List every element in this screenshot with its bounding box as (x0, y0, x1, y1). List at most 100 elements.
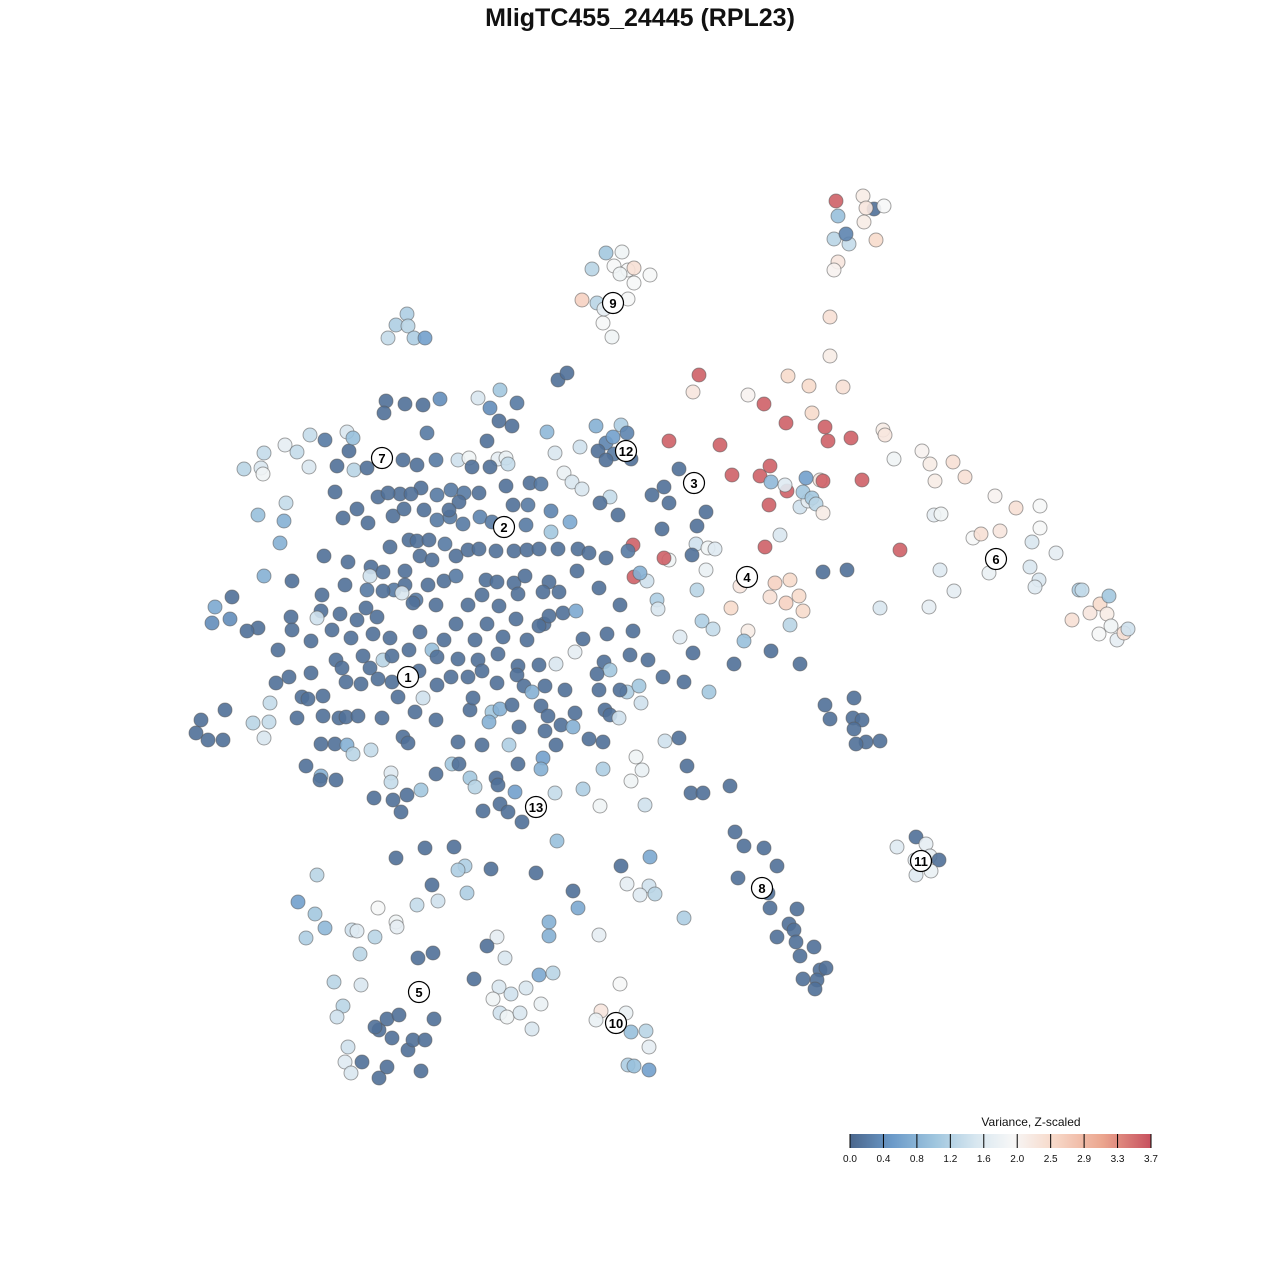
scatter-point (945, 454, 961, 470)
scatter-point (655, 669, 671, 685)
scatter-point (626, 1058, 642, 1074)
scatter-point (889, 839, 905, 855)
scatter-point (309, 610, 325, 626)
scatter-point (432, 391, 448, 407)
scatter-point (602, 662, 618, 678)
scatter-point (817, 419, 833, 435)
scatter-point (353, 977, 369, 993)
scatter-point (727, 824, 743, 840)
scatter-point (641, 1039, 657, 1055)
scatter-point (572, 439, 588, 455)
scatter-point (362, 568, 378, 584)
scatter-point (804, 405, 820, 421)
scatter-point (430, 893, 446, 909)
scatter-point (822, 348, 838, 364)
scatter-point (598, 245, 614, 261)
scatter-point (736, 838, 752, 854)
scatter-point (380, 330, 396, 346)
scatter-point (634, 762, 650, 778)
scatter-point (656, 550, 672, 566)
scatter-point (508, 611, 524, 627)
scatter-point (914, 443, 930, 459)
scatter-point (419, 425, 435, 441)
cluster-label-6: 6 (984, 547, 1008, 571)
scatter-point (595, 315, 611, 331)
scatter-point (591, 580, 607, 596)
scatter-point (455, 516, 471, 532)
scatter-point (548, 656, 564, 672)
scatter-point (272, 535, 288, 551)
scatter-point (395, 452, 411, 468)
scatter-point (391, 1007, 407, 1023)
scatter-point (1032, 498, 1048, 514)
scatter-point (524, 1021, 540, 1037)
scatter-point (301, 459, 317, 475)
scatter-point (846, 721, 862, 737)
scatter-point (767, 575, 783, 591)
scatter-point (360, 515, 376, 531)
scatter-point (459, 885, 475, 901)
scatter-point (547, 445, 563, 461)
cluster-label-circle (524, 795, 548, 819)
scatter-point (792, 656, 808, 672)
scatter-point (428, 452, 444, 468)
scatter-point (315, 708, 331, 724)
scatter-point (346, 462, 362, 478)
scatter-point (268, 675, 284, 691)
scatter-point (413, 782, 429, 798)
scatter-point (826, 262, 842, 278)
scatter-point (726, 656, 742, 672)
legend-tick-label: 3.7 (1144, 1154, 1158, 1165)
scatter-point (215, 732, 231, 748)
scatter-point (298, 930, 314, 946)
scatter-point (309, 867, 325, 883)
cluster-label-10: 10 (604, 1011, 628, 1035)
scatter-point (289, 710, 305, 726)
scatter-point (490, 777, 506, 793)
cluster-label-circle (682, 471, 706, 495)
scatter-point (856, 214, 872, 230)
legend-tick-label: 2.9 (1077, 1154, 1091, 1165)
scatter-point (261, 714, 277, 730)
scatter-point (400, 735, 416, 751)
scatter-point (632, 565, 648, 581)
scatter-point (541, 928, 557, 944)
scatter-point (761, 497, 777, 513)
scatter-point (429, 649, 445, 665)
scatter-point (416, 502, 432, 518)
scatter-point (598, 452, 614, 468)
scatter-point (657, 733, 673, 749)
scatter-point (581, 545, 597, 561)
scatter-point (540, 708, 556, 724)
scatter-point (409, 897, 425, 913)
scatter-point (565, 883, 581, 899)
scatter-point (763, 643, 779, 659)
cluster-label-text: 10 (609, 1016, 623, 1031)
scatter-point (550, 541, 566, 557)
scatter-point (436, 632, 452, 648)
scatter-point (872, 733, 888, 749)
cluster-label-text: 12 (619, 444, 633, 459)
scatter-point (520, 497, 536, 513)
scatter-point (524, 684, 540, 700)
scatter-point (565, 719, 581, 735)
scatter-point (559, 365, 575, 381)
scatter-point (548, 737, 564, 753)
scatter-point (595, 734, 611, 750)
scatter-point (407, 704, 423, 720)
scatter-point (1074, 582, 1090, 598)
scatter-point (575, 631, 591, 647)
cluster-label-text: 5 (415, 985, 422, 1000)
scatter-point (509, 667, 525, 683)
scatter-point (466, 971, 482, 987)
scatter-point (511, 719, 527, 735)
scatter-point (612, 976, 628, 992)
scatter-point (341, 443, 357, 459)
scatter-point (345, 430, 361, 446)
scatter-point (625, 623, 641, 639)
scatter-point (644, 487, 660, 503)
scatter-point (1027, 579, 1043, 595)
scatter-point (1008, 500, 1024, 516)
scatter-point (370, 900, 386, 916)
scatter-point (498, 478, 514, 494)
